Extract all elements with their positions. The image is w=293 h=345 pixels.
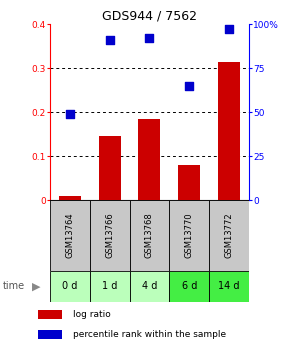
Point bbox=[227, 27, 231, 32]
Bar bbox=[59, 196, 81, 200]
Text: 14 d: 14 d bbox=[218, 282, 240, 291]
Bar bbox=[50, 200, 90, 271]
Bar bbox=[99, 136, 120, 200]
Bar bbox=[90, 271, 130, 302]
Text: GSM13772: GSM13772 bbox=[225, 213, 234, 258]
Text: GSM13764: GSM13764 bbox=[65, 213, 74, 258]
Point bbox=[187, 83, 192, 89]
Bar bbox=[90, 200, 130, 271]
Bar bbox=[38, 310, 62, 319]
Text: GSM13770: GSM13770 bbox=[185, 213, 194, 258]
Text: 1 d: 1 d bbox=[102, 282, 117, 291]
Text: ▶: ▶ bbox=[32, 282, 41, 291]
Text: GSM13768: GSM13768 bbox=[145, 213, 154, 258]
Bar bbox=[209, 271, 249, 302]
Bar bbox=[169, 271, 209, 302]
Bar bbox=[178, 165, 200, 200]
Text: time: time bbox=[3, 282, 25, 291]
Text: log ratio: log ratio bbox=[73, 310, 111, 319]
Bar bbox=[50, 271, 90, 302]
Bar bbox=[169, 200, 209, 271]
Point bbox=[107, 37, 112, 43]
Text: 4 d: 4 d bbox=[142, 282, 157, 291]
Bar bbox=[38, 330, 62, 339]
Text: 6 d: 6 d bbox=[182, 282, 197, 291]
Bar bbox=[130, 200, 169, 271]
Title: GDS944 / 7562: GDS944 / 7562 bbox=[102, 10, 197, 23]
Text: percentile rank within the sample: percentile rank within the sample bbox=[73, 330, 226, 339]
Bar bbox=[209, 200, 249, 271]
Bar bbox=[139, 119, 160, 200]
Text: GSM13766: GSM13766 bbox=[105, 213, 114, 258]
Bar bbox=[218, 61, 240, 200]
Text: 0 d: 0 d bbox=[62, 282, 77, 291]
Bar bbox=[130, 271, 169, 302]
Point bbox=[67, 111, 72, 117]
Point bbox=[147, 36, 152, 41]
